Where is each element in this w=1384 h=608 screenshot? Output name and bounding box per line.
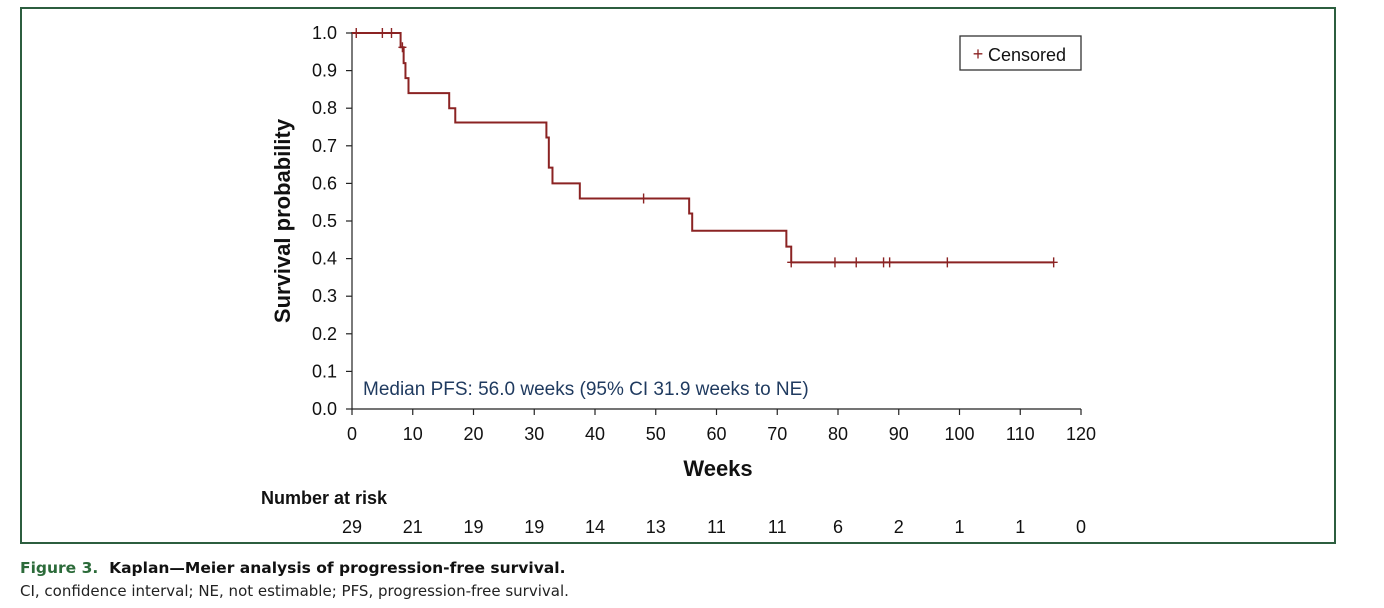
x-tick-label: 100 (944, 424, 974, 444)
censor-mark (387, 28, 396, 38)
censor-mark (639, 193, 648, 204)
risk-count: 11 (707, 517, 726, 537)
risk-table-title: Number at risk (261, 488, 388, 508)
axes (351, 32, 1081, 410)
caption-title-line: Figure 3. Kaplan—Meier analysis of progr… (20, 558, 1360, 578)
legend: + Censored (959, 35, 1082, 71)
censor-mark (378, 28, 387, 38)
risk-count: 11 (768, 517, 787, 537)
km-chart: 0.00.10.20.30.40.50.60.70.80.91.0 0 10 20 3… (261, 23, 1096, 537)
risk-count: 6 (833, 517, 843, 537)
x-tick-label: 60 (706, 424, 726, 444)
x-tick-label: 110 (1006, 424, 1035, 444)
risk-count: 21 (403, 517, 423, 537)
y-tick-label: 0.7 (312, 136, 337, 156)
legend-box (959, 35, 1082, 71)
legend-censor-symbol: + (973, 44, 984, 64)
risk-count: 1 (954, 517, 964, 537)
risk-count: 0 (1076, 517, 1086, 537)
y-tick-label: 0.4 (312, 249, 337, 269)
x-tick-label: 20 (463, 424, 483, 444)
risk-count: 2 (894, 517, 904, 537)
survival-curve-line (352, 32, 1054, 264)
y-tick-label: 0.0 (312, 399, 337, 419)
y-tick-label: 0.2 (312, 324, 337, 344)
y-tick-label: 1.0 (312, 23, 337, 43)
risk-count: 13 (646, 517, 666, 537)
x-tick-label: 30 (524, 424, 544, 444)
x-tick-label: 120 (1066, 424, 1096, 444)
y-tick-label: 0.1 (312, 361, 337, 381)
censor-marks-group (352, 28, 1058, 268)
x-axis-title: Weeks (683, 456, 752, 481)
x-tick-label: 80 (828, 424, 848, 444)
censor-mark (1049, 257, 1058, 268)
censor-mark (943, 257, 952, 268)
y-tick-label: 0.3 (312, 286, 337, 306)
censor-mark (787, 257, 796, 268)
y-tick-label: 0.8 (312, 98, 337, 118)
y-axis-title: Survival probability (270, 118, 295, 323)
x-tick-label: 70 (767, 424, 787, 444)
x-tick-label: 0 (347, 424, 357, 444)
median-pfs-annotation: Median PFS: 56.0 weeks (95% CI 31.9 week… (363, 379, 809, 400)
risk-count: 19 (524, 517, 544, 537)
x-tick-label: 90 (889, 424, 909, 444)
x-tick-label: 10 (403, 424, 423, 444)
caption-title: Kaplan—Meier analysis of progression-fre… (109, 559, 566, 577)
caption-abbreviations: CI, confidence interval; NE, not estimab… (20, 582, 569, 600)
figure-frame (20, 7, 1336, 544)
censor-mark (852, 257, 861, 268)
risk-count: 19 (463, 517, 483, 537)
y-tick-label: 0.5 (312, 211, 337, 231)
y-tick-label: 0.9 (312, 61, 337, 81)
legend-censored-label: Censored (988, 45, 1066, 65)
risk-count: 14 (585, 517, 605, 537)
y-axis-ticks: 0.0 0.1 0.2 0.3 0.4 0.5 0.6 0.7 0.8 0.9 1.0 (312, 23, 352, 419)
censor-mark (398, 42, 407, 53)
risk-table-counts: 29 21 19 19 14 13 11 11 6 2 1 1 0 (342, 517, 1086, 537)
x-tick-label: 40 (585, 424, 605, 444)
x-axis-ticks: 0 10 20 30 40 50 60 70 80 90 100 110 120 (347, 409, 1096, 444)
censor-mark (352, 28, 361, 38)
x-tick-label: 50 (646, 424, 666, 444)
survival-curve-group (352, 32, 1054, 264)
y-tick-label: 0.6 (312, 173, 337, 193)
risk-count: 29 (342, 517, 362, 537)
censor-mark (830, 257, 839, 268)
caption-figure-label: Figure 3. (20, 559, 99, 577)
censor-mark (885, 257, 894, 268)
risk-count: 1 (1015, 517, 1025, 537)
figure-caption: Figure 3. Kaplan—Meier analysis of progr… (20, 558, 1360, 601)
